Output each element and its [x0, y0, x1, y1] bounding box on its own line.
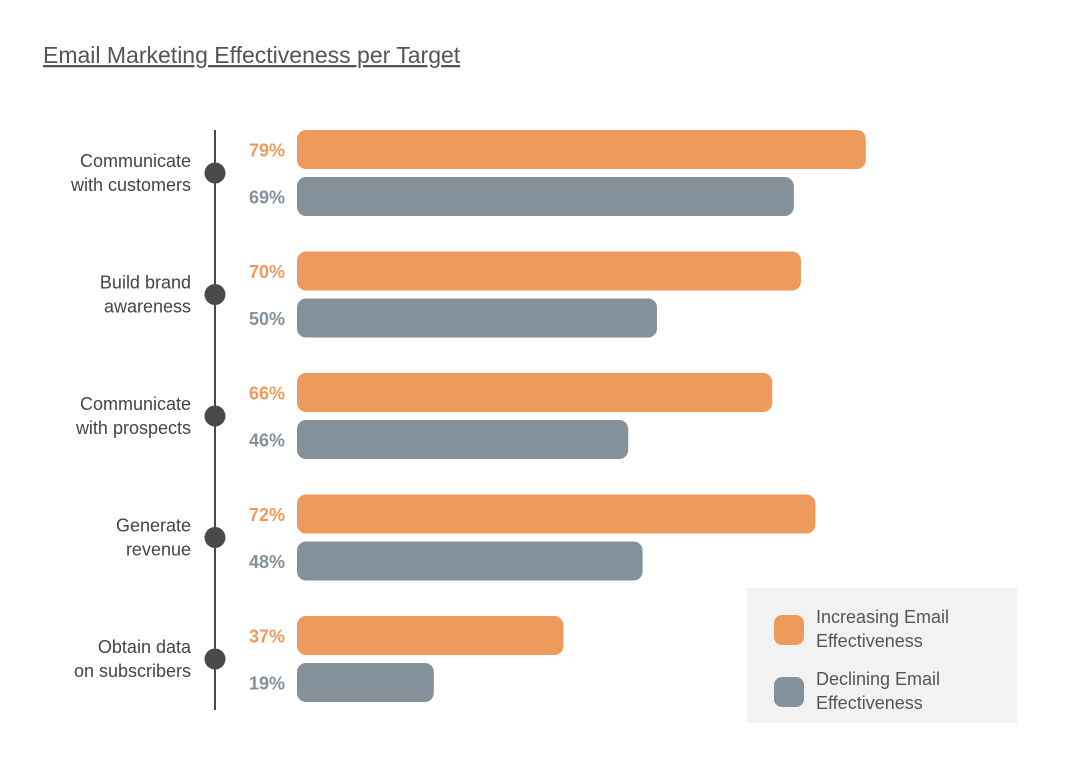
category-marker-dot [204, 648, 226, 670]
data-label: 46% [249, 431, 285, 451]
data-label: 50% [249, 309, 285, 329]
category-marker-dot [204, 527, 226, 548]
legend-label: Declining Email [816, 669, 940, 689]
legend-label: Effectiveness [816, 693, 923, 713]
category-label: Build brand [100, 273, 191, 293]
data-label: 48% [249, 552, 285, 572]
category-label: on subscribers [74, 661, 191, 681]
legend-label: Increasing Email [816, 607, 949, 627]
data-label: 70% [249, 262, 285, 282]
category-label: Communicate [80, 151, 191, 171]
category-label: with customers [70, 175, 191, 195]
bar [297, 494, 816, 534]
legend-label: Effectiveness [816, 631, 923, 651]
data-label: 66% [249, 384, 285, 404]
bar [297, 298, 657, 338]
bars [297, 130, 866, 702]
category-label: revenue [126, 540, 191, 560]
legend: Increasing Email Effectiveness Declining E… [747, 588, 1017, 723]
category-label: Generate [116, 516, 191, 536]
bar [297, 251, 801, 291]
data-label: 69% [249, 188, 285, 208]
bar [297, 130, 866, 169]
chart-title: Email Marketing Effectiveness per Target [43, 42, 461, 68]
category-marker-dot [204, 284, 226, 305]
legend-swatch [774, 615, 804, 645]
data-label: 72% [249, 505, 285, 525]
bar [297, 177, 794, 216]
category-label: Communicate [80, 394, 191, 414]
bar [297, 373, 773, 412]
data-label: 79% [249, 141, 285, 161]
category-markers [204, 162, 226, 670]
bar [297, 616, 564, 655]
value-labels: 79% 69% 70% 50% 66% 46% 72% 48% 37% 19% [249, 141, 285, 694]
data-label: 37% [249, 627, 285, 647]
legend-swatch [774, 677, 804, 707]
bar [297, 663, 434, 702]
category-label: Obtain data [98, 637, 192, 657]
bar [297, 420, 629, 459]
bar [297, 541, 643, 581]
category-labels: Communicate with customers Build brand awar… [70, 151, 192, 681]
category-label: with prospects [75, 418, 191, 438]
category-marker-dot [204, 405, 226, 427]
category-label: awareness [104, 297, 191, 317]
category-marker-dot [204, 162, 226, 184]
data-label: 19% [249, 674, 285, 694]
